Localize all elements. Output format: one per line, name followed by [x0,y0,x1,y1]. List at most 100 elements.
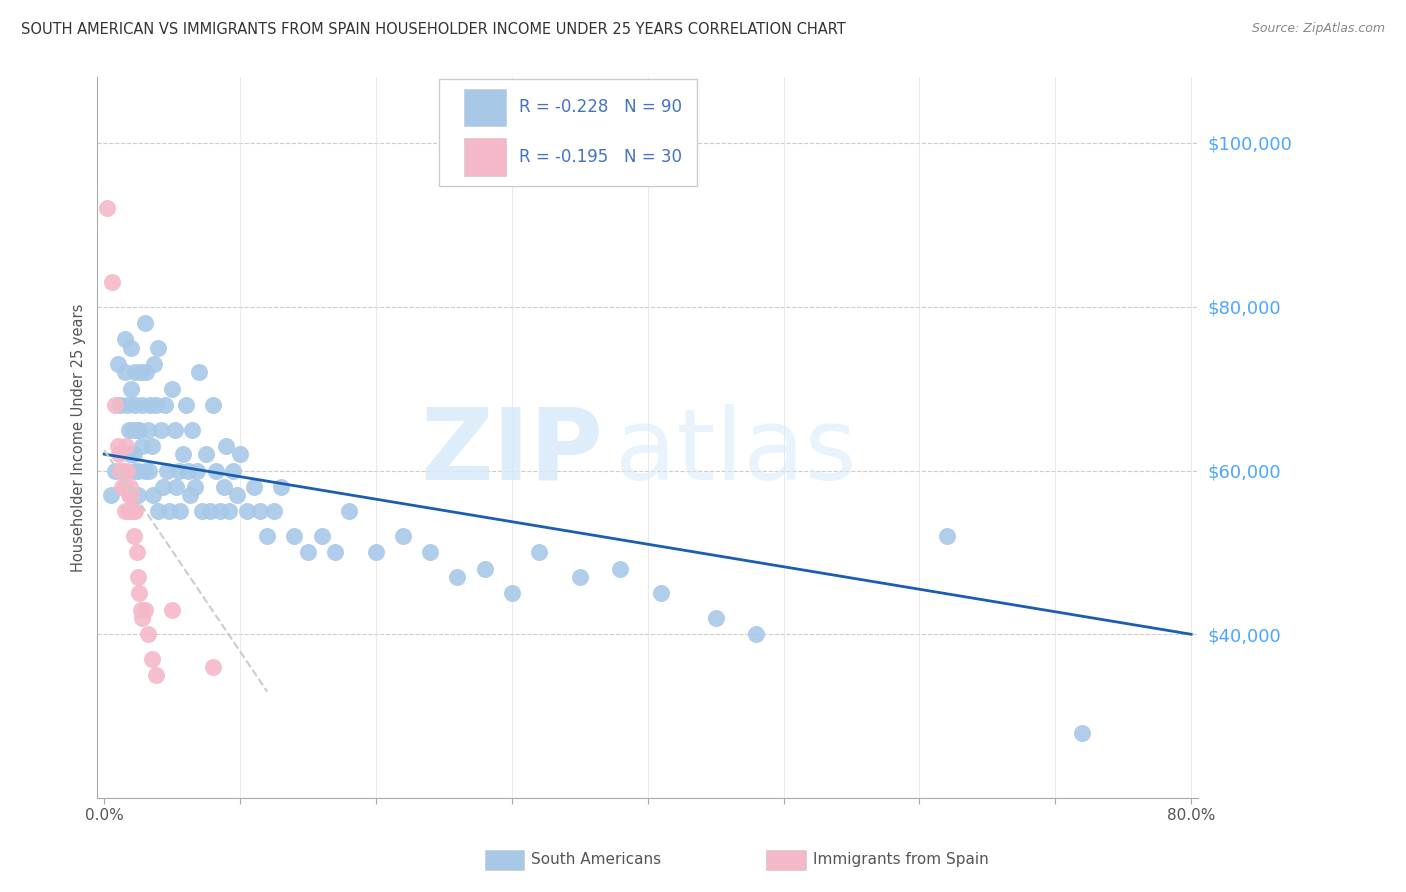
Point [120,382,142,396]
Point [120,488,142,502]
Point [236,504,259,518]
Point [201,398,224,412]
Point [263,504,285,518]
Point [172,447,194,461]
Point [650,586,672,600]
Point [124,504,146,518]
Point [117,423,139,437]
Point [323,545,346,559]
Point [198,504,221,518]
Point [129,365,152,379]
Point [101,275,124,289]
Point [131,439,153,453]
Point [156,463,179,477]
Point [215,439,238,453]
Point [122,447,145,461]
Point [148,341,170,355]
Point [124,365,146,379]
Text: Immigrants from Spain: Immigrants from Spain [813,853,988,867]
Point [108,447,131,461]
Point [128,586,150,600]
Point [125,423,148,437]
Point [115,439,138,453]
Point [446,570,468,584]
Point [107,439,129,453]
Point [124,398,146,412]
Point [568,570,591,584]
Point [195,447,218,461]
Point [184,480,207,494]
Point [222,463,245,477]
Point [131,398,153,412]
Point [110,398,132,412]
Point [152,480,174,494]
Point [122,463,145,477]
Point [145,398,167,412]
Point [337,504,360,518]
Point [167,463,190,477]
Point [157,504,180,518]
Text: atlas: atlas [614,404,856,500]
Point [392,529,415,543]
Point [96,202,118,216]
Point [110,463,132,477]
Point [136,627,159,641]
Text: South Americans: South Americans [531,853,662,867]
Point [204,463,226,477]
Point [112,463,135,477]
Point [127,463,149,477]
Point [150,423,173,437]
Point [127,488,149,502]
Point [311,529,333,543]
Point [249,504,271,518]
Point [1071,725,1094,739]
Point [135,365,157,379]
Text: R = -0.228   N = 90: R = -0.228 N = 90 [519,98,682,116]
Point [419,545,441,559]
Point [125,545,148,559]
Point [114,365,136,379]
Point [191,504,214,518]
Text: R = -0.195   N = 30: R = -0.195 N = 30 [519,148,682,166]
Point [745,627,768,641]
Point [134,316,156,330]
Y-axis label: Householder Income Under 25 years: Householder Income Under 25 years [72,303,86,572]
Point [256,529,278,543]
Point [139,398,162,412]
Point [114,333,136,347]
Point [134,463,156,477]
Point [114,480,136,494]
Point [188,365,211,379]
Point [186,463,208,477]
Point [704,611,727,625]
Point [208,504,231,518]
Bar [464,138,506,176]
Point [165,480,187,494]
Point [218,504,240,518]
Point [141,652,163,666]
Point [104,398,127,412]
Point [179,488,201,502]
Text: SOUTH AMERICAN VS IMMIGRANTS FROM SPAIN HOUSEHOLDER INCOME UNDER 25 YEARS CORREL: SOUTH AMERICAN VS IMMIGRANTS FROM SPAIN … [21,22,846,37]
Point [117,463,139,477]
Point [174,398,197,412]
Point [114,504,136,518]
Point [120,341,142,355]
Point [134,603,156,617]
Point [142,488,165,502]
Text: ZIP: ZIP [420,404,603,500]
Point [201,660,224,674]
Point [104,463,127,477]
Point [527,545,550,559]
Point [118,447,141,461]
Point [141,439,163,453]
Point [145,668,167,682]
Point [935,529,957,543]
Point [117,398,139,412]
Text: Source: ZipAtlas.com: Source: ZipAtlas.com [1251,22,1385,36]
Point [501,586,523,600]
Point [136,423,159,437]
Point [121,504,143,518]
Point [226,488,249,502]
Point [283,529,305,543]
